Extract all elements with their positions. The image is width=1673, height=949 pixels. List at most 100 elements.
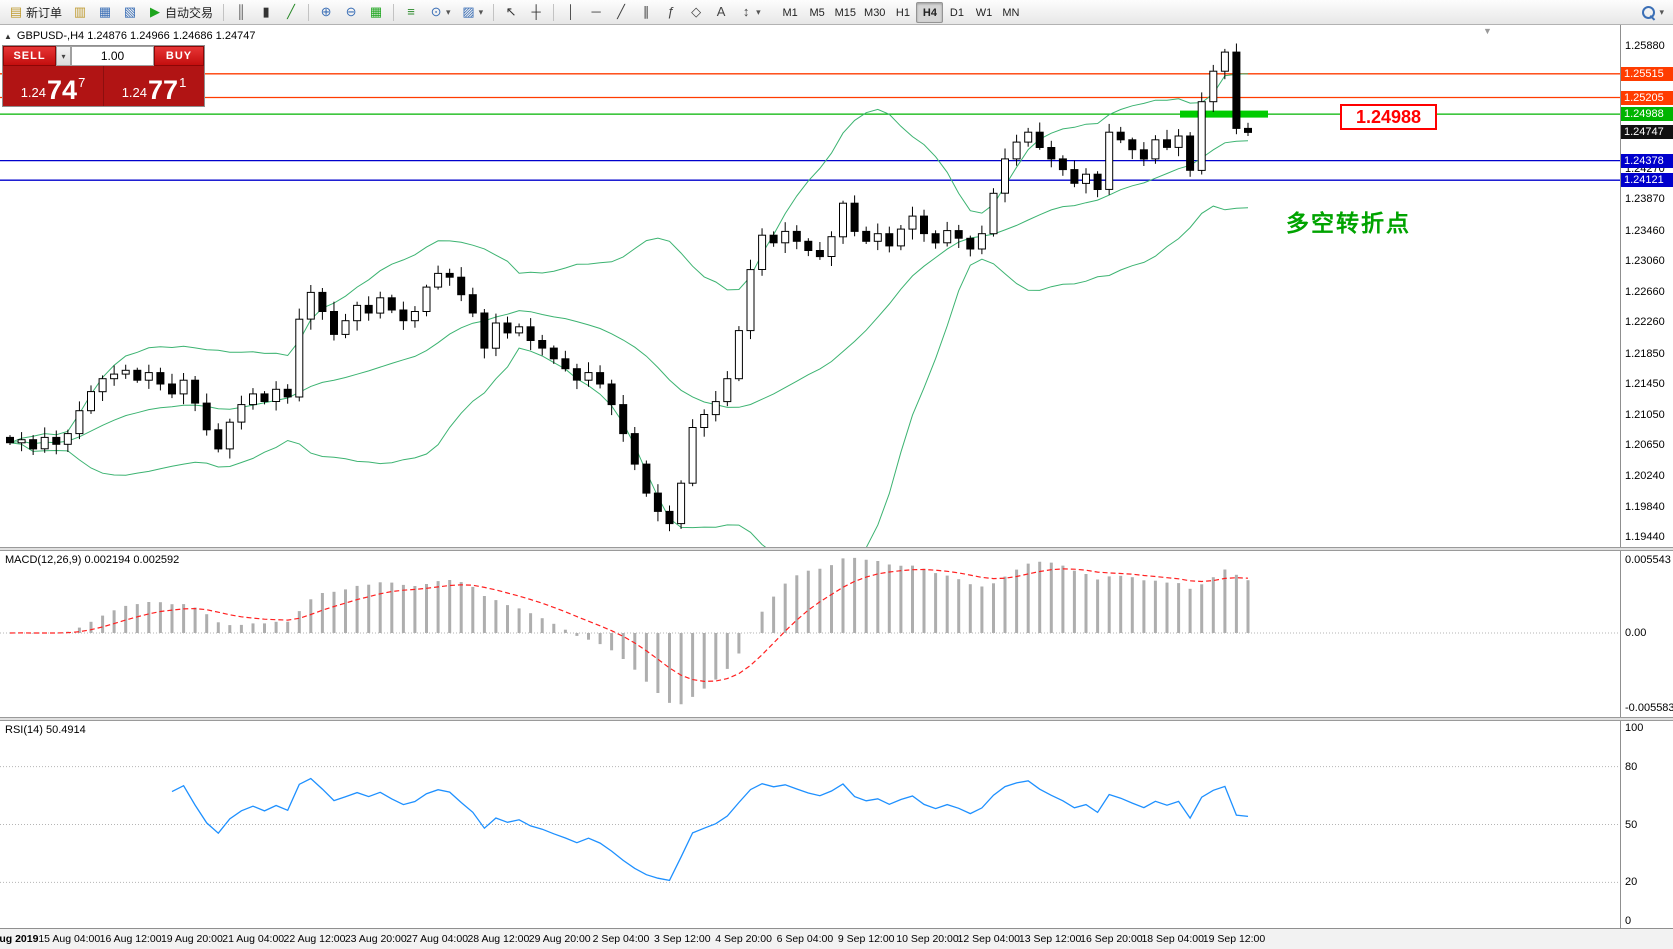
time-axis-label: 28 Aug 12:00 <box>467 933 530 945</box>
rsi-axis[interactable]: 100 80 50 20 0 <box>1620 721 1673 928</box>
rsi-canvas[interactable] <box>0 721 1620 928</box>
candlestick-chart-button[interactable]: ▮ <box>254 2 278 23</box>
macd-pane[interactable]: MACD(12,26,9) 0.002194 0.002592 0.005543… <box>0 551 1673 717</box>
macd-axis[interactable]: 0.005543 0.00 -0.005583 <box>1620 551 1673 717</box>
navigator-button[interactable]: ▧ <box>118 2 142 23</box>
time-axis-label: 22 Aug 12:00 <box>283 933 346 945</box>
rsi-header: RSI(14) 50.4914 <box>5 724 86 736</box>
chevron-down-icon: ▾ <box>61 51 66 61</box>
zoom-in-button[interactable]: ⊕ <box>314 2 338 23</box>
chart-shift-marker-icon[interactable]: ▼ <box>1483 26 1492 36</box>
time-axis-label: 13 Aug 2019 <box>0 933 39 945</box>
time-axis-label: 29 Aug 20:00 <box>528 933 591 945</box>
vertical-line-icon: │ <box>567 4 576 19</box>
toolbar-separator <box>553 3 555 21</box>
arrows-button[interactable]: ↕ ▾ <box>734 2 766 23</box>
price-level-callout[interactable]: 1.24988 <box>1340 104 1437 130</box>
new-order-label: 新订单 <box>26 5 63 20</box>
search-button[interactable]: ▾ <box>1636 2 1669 23</box>
shapes-button[interactable]: ◇ <box>684 2 708 23</box>
periods-button[interactable]: ⊙ ▾ <box>424 2 456 23</box>
tile-windows-button[interactable]: ▦ <box>364 2 388 23</box>
price-axis-tick: 1.22660 <box>1625 285 1665 298</box>
rsi-pane[interactable]: RSI(14) 50.4914 100 80 50 20 0 <box>0 721 1673 928</box>
timeframe-m1[interactable]: M1 <box>782 6 798 19</box>
price-level-badge: 1.24988 <box>1621 107 1673 122</box>
templates-icon: ▨ <box>462 4 475 19</box>
collapse-arrow-icon[interactable]: ▲ <box>4 31 12 41</box>
tile-windows-icon: ▦ <box>369 4 383 19</box>
price-axis-tick: 1.22260 <box>1625 316 1665 329</box>
indicators-icon: ≡ <box>407 4 415 19</box>
sell-price[interactable]: 1.24 74 7 <box>3 66 103 106</box>
fibonacci-button[interactable]: ƒ <box>659 2 683 23</box>
trendline-button[interactable]: ╱ <box>609 2 633 23</box>
chart-ohlc-text: GBPUSD-,H4 1.24876 1.24966 1.24686 1.247… <box>16 30 256 42</box>
new-order-button[interactable]: ▤ 新订单 <box>4 2 67 23</box>
time-axis-label: 15 Aug 04:00 <box>38 933 101 945</box>
bollinger-bands <box>9 73 1249 547</box>
timeframe-d1[interactable]: D1 <box>949 6 964 19</box>
cursor-button[interactable]: ↖ <box>499 2 523 23</box>
arrows-icon: ↕ <box>742 4 750 19</box>
price-axis-tick: 1.20240 <box>1625 470 1665 483</box>
shapes-icon: ◇ <box>691 4 702 19</box>
text-button[interactable]: A <box>709 2 733 23</box>
chart-annotation-text[interactable]: 多空转折点 <box>1286 210 1411 236</box>
timeframe-m5[interactable]: M5 <box>809 6 825 19</box>
chart-window-icon: ▥ <box>73 4 87 19</box>
indicators-button[interactable]: ≡ <box>399 2 423 23</box>
timeframe-h4[interactable]: H4 <box>916 1 944 23</box>
trendline-icon: ╱ <box>617 4 625 19</box>
buy-price-head: 1.24 <box>121 85 148 100</box>
toolbar-separator <box>493 3 495 21</box>
chevron-down-icon: ▾ <box>756 6 761 17</box>
buy-button[interactable]: BUY <box>154 46 204 66</box>
periods-icon: ⊙ <box>430 4 442 19</box>
chevron-down-icon: ▾ <box>478 6 484 17</box>
crosshair-button[interactable]: ┼ <box>524 2 548 23</box>
price-axis[interactable]: 1.25880 1.24270 1.23870 1.23460 1.23060 1.226… <box>1620 25 1673 547</box>
horizontal-line-button[interactable]: ─ <box>584 2 608 23</box>
price-level-badge: 1.24378 <box>1621 153 1673 168</box>
main-chart-pane[interactable]: ▼ ▲ GBPUSD-,H4 1.24876 1.24966 1.24686 1… <box>0 25 1673 547</box>
timeframe-m30[interactable]: M30 <box>864 6 886 19</box>
volume-input[interactable]: 1.00 <box>71 46 154 66</box>
time-axis-label: 23 Aug 20:00 <box>344 933 407 945</box>
text-icon: A <box>716 4 726 19</box>
timeframe-mn[interactable]: MN <box>1002 6 1020 19</box>
time-axis-label: 27 Aug 04:00 <box>406 933 469 945</box>
order-options-dropdown[interactable]: ▾ <box>56 46 71 66</box>
pane-divider[interactable] <box>0 547 1673 551</box>
time-axis-label: 16 Aug 12:00 <box>99 933 162 945</box>
highlight-bar[interactable] <box>1180 110 1268 118</box>
zoom-out-button[interactable]: ⊖ <box>339 2 363 23</box>
rsi-axis-tick: 100 <box>1625 722 1644 734</box>
market-watch-button[interactable]: ▦ <box>93 2 117 23</box>
auto-trading-button[interactable]: ▶ 自动交易 <box>143 2 218 23</box>
time-axis-label: 2 Sep 04:00 <box>592 933 650 945</box>
templates-button[interactable]: ▨ ▾ <box>457 2 489 23</box>
macd-axis-tick: -0.005583 <box>1625 702 1673 714</box>
new-order-icon: ▤ <box>9 4 23 19</box>
timeframe-w1[interactable]: W1 <box>975 6 993 19</box>
vertical-line-button[interactable]: │ <box>559 2 583 23</box>
line-chart-button[interactable]: ╱ <box>279 2 303 23</box>
buy-price[interactable]: 1.24 77 1 <box>104 66 204 106</box>
timeframe-m15[interactable]: M15 <box>834 6 857 19</box>
price-level-badge: 1.24121 <box>1621 173 1673 188</box>
price-chart-canvas[interactable] <box>0 25 1620 547</box>
timeframe-h1[interactable]: H1 <box>895 6 910 19</box>
chart-window-button[interactable]: ▥ <box>68 2 92 23</box>
sell-button[interactable]: SELL <box>3 46 56 66</box>
equidistant-channel-button[interactable]: ∥ <box>634 2 658 23</box>
pane-divider[interactable] <box>0 717 1673 721</box>
macd-header: MACD(12,26,9) 0.002194 0.002592 <box>5 554 180 566</box>
bar-chart-button[interactable]: ║ <box>229 2 253 23</box>
toolbar: ▤ 新订单 ▥ ▦ ▧ ▶ 自动交易 ║ ▮ ╱ ⊕ ⊖ ▦ ≡ ⊙ ▾ ▨ ▾ ↖ ┼ │ ─ ╱ ∥ ƒ ◇ A ↕ ▾ M1 M5 M1… <box>0 0 1673 25</box>
rsi-axis-tick: 80 <box>1625 760 1638 773</box>
time-axis-label: 18 Sep 04:00 <box>1141 933 1204 945</box>
macd-canvas[interactable] <box>0 551 1620 717</box>
